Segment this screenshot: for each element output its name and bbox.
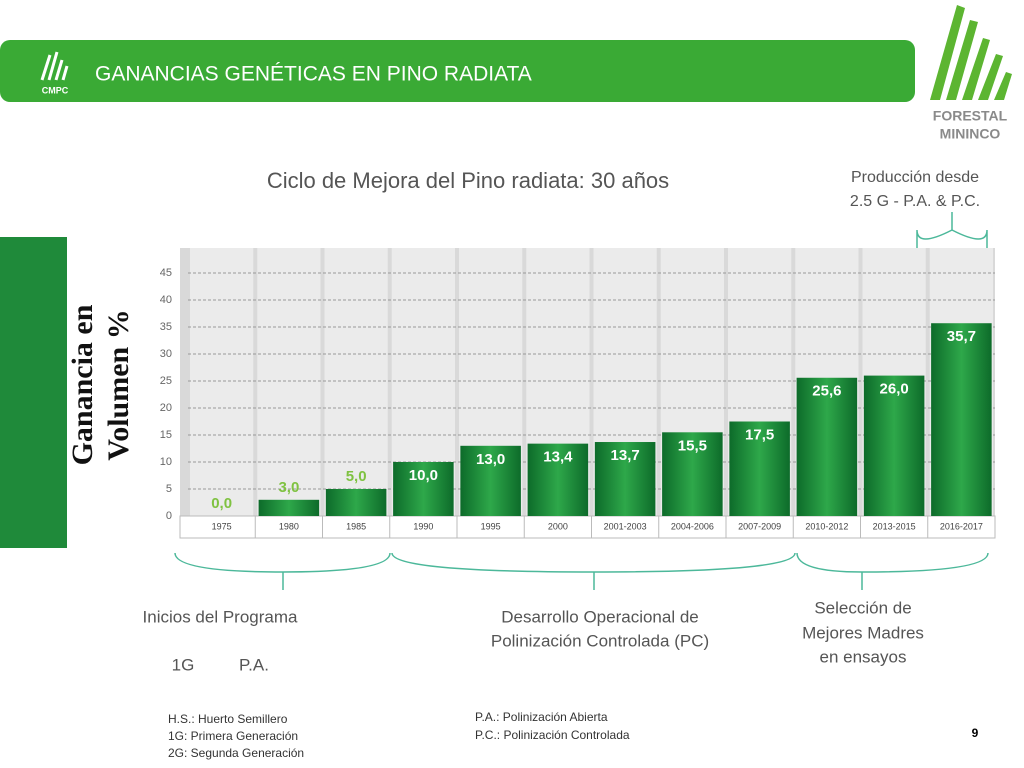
column-background	[257, 248, 321, 516]
y-tick-label: 10	[160, 456, 172, 468]
bar	[258, 499, 320, 516]
y-tick-label: 40	[160, 294, 172, 306]
annotation: Mejores Madres	[802, 623, 924, 642]
x-tick-label: 1980	[279, 521, 299, 531]
annotation: P.A.	[239, 655, 269, 674]
bar	[393, 462, 454, 516]
chart-title: Ciclo de Mejora del Pino radiata: 30 año…	[267, 168, 669, 193]
bar	[931, 323, 992, 516]
y-tick-label: 0	[166, 510, 172, 522]
footnote: P.A.: Polinización Abierta	[475, 710, 608, 724]
data-label: 35,7	[947, 328, 976, 345]
y-tick-label: 5	[166, 483, 172, 495]
data-label: 25,6	[812, 383, 841, 400]
x-tick-label: 2010-2012	[805, 521, 848, 531]
footnote: 2G: Segunda Generación	[168, 746, 304, 760]
bar	[527, 443, 589, 516]
x-tick-label: 1990	[413, 521, 433, 531]
logo-text: FORESTAL	[933, 108, 1008, 124]
bar	[460, 445, 521, 516]
data-label: 17,5	[745, 426, 774, 443]
data-label: 0,0	[211, 495, 232, 512]
footnote: 1G: Primera Generación	[168, 729, 298, 743]
annotation: Desarrollo Operacional de	[501, 607, 699, 626]
data-label: 10,0	[409, 467, 438, 484]
logo-right	[930, 5, 1012, 100]
annotation: 1G	[172, 655, 195, 674]
data-label: 13,4	[543, 449, 573, 466]
x-tick-label: 1995	[481, 521, 501, 531]
y-axis-label: Volumen %	[102, 309, 135, 460]
y-tick-label: 15	[160, 429, 172, 441]
bar	[863, 375, 925, 516]
bar	[662, 432, 723, 516]
x-tick-label: 2001-2003	[604, 521, 647, 531]
y-tick-label: 20	[160, 402, 172, 414]
header-bar	[0, 40, 915, 102]
x-tick-label: 1975	[212, 521, 232, 531]
x-tick-label: 2007-2009	[738, 521, 781, 531]
y-tick-label: 35	[160, 321, 172, 333]
data-label: 13,7	[611, 447, 640, 464]
annotation: en ensayos	[820, 647, 907, 666]
footnote: H.S.: Huerto Semillero	[168, 712, 288, 726]
data-label: 5,0	[346, 468, 367, 485]
column-background	[324, 248, 388, 516]
annotation: Producción desde	[851, 169, 979, 186]
side-band	[0, 237, 67, 548]
annotation: 2.5 G - P.A. & P.C.	[850, 193, 980, 210]
logo-text: CMPC	[42, 85, 69, 95]
y-tick-label: 30	[160, 348, 172, 360]
data-label: 13,0	[476, 451, 505, 468]
y-tick-label: 45	[160, 267, 172, 279]
bar	[729, 421, 790, 516]
logo-text: MININCO	[940, 126, 1001, 142]
y-axis-label: Ganancia en	[66, 304, 99, 465]
bar	[594, 442, 656, 516]
column-background	[190, 248, 254, 516]
x-tick-label: 1985	[346, 521, 366, 531]
annotation: Selección de	[814, 598, 911, 617]
x-tick-label: 2016-2017	[940, 521, 983, 531]
footnote: P.C.: Polinización Controlada	[475, 728, 630, 742]
logo-left	[40, 51, 69, 81]
x-tick-label: 2004-2006	[671, 521, 714, 531]
y-tick-label: 25	[160, 375, 172, 387]
plot: 0 5 10 15 20 25 30 35 40 45 1975 0,0 1980 3,0 1985 5,0 1…	[160, 248, 996, 539]
data-label: 3,0	[278, 479, 299, 496]
data-label: 15,5	[678, 437, 707, 454]
page-number: 9	[972, 726, 979, 740]
brackets	[174, 212, 989, 590]
bar	[325, 489, 387, 516]
data-label: 26,0	[880, 381, 909, 398]
x-tick-label: 2000	[548, 521, 568, 531]
annotation: Inicios del Programa	[143, 607, 299, 626]
bar	[796, 377, 858, 516]
annotation: Polinización Controlada (PC)	[491, 631, 709, 650]
x-tick-label: 2013-2015	[873, 521, 916, 531]
header-title: GANANCIAS GENÉTICAS EN PINO RADIATA	[95, 63, 532, 86]
